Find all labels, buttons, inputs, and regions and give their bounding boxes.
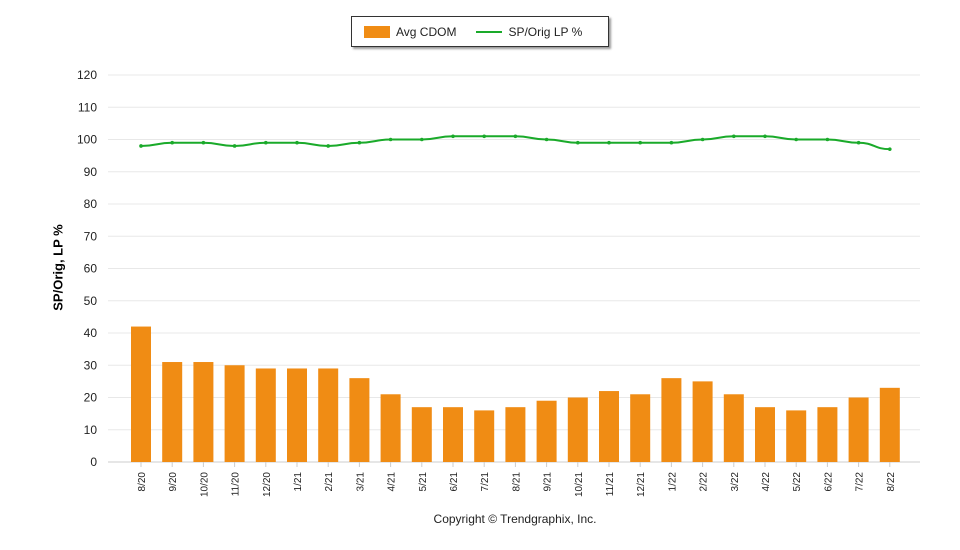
y-tick-label: 10 xyxy=(84,423,98,437)
x-tick-label: 9/20 xyxy=(168,472,179,492)
bar xyxy=(318,368,339,462)
line-point xyxy=(607,140,611,145)
x-tick-label: 12/21 xyxy=(636,472,647,497)
x-tick-label: 6/21 xyxy=(449,472,460,492)
y-tick-label: 40 xyxy=(84,326,98,340)
bar xyxy=(536,400,557,462)
x-tick-label: 8/20 xyxy=(137,472,148,492)
bar xyxy=(287,368,307,462)
x-tick-label: 10/20 xyxy=(199,472,210,497)
bar xyxy=(567,397,588,462)
bar xyxy=(661,378,682,462)
y-tick-label: 0 xyxy=(90,455,97,469)
bar xyxy=(193,362,214,462)
line-point xyxy=(763,134,767,139)
bar xyxy=(224,365,245,462)
y-tick-label: 20 xyxy=(84,391,98,405)
x-tick-label: 2/21 xyxy=(324,472,335,492)
line-point xyxy=(700,137,705,142)
legend-label-cdom: Avg CDOM xyxy=(396,24,457,39)
legend-swatch-splp xyxy=(476,30,503,33)
x-tick-label: 3/22 xyxy=(730,472,741,492)
bar xyxy=(349,378,370,462)
x-tick-label: 1/22 xyxy=(667,472,678,492)
line-point xyxy=(856,140,861,145)
x-tick-label: 11/21 xyxy=(605,472,616,497)
bar xyxy=(505,407,526,462)
line-point xyxy=(388,137,393,142)
x-tick-label: 10/21 xyxy=(574,472,585,497)
x-tick-label: 8/21 xyxy=(511,472,522,492)
bar xyxy=(474,410,495,462)
line-point xyxy=(357,140,362,145)
x-tick-label: 8/22 xyxy=(886,472,897,492)
bar xyxy=(131,326,151,462)
line-point xyxy=(794,137,798,142)
bar xyxy=(599,391,619,462)
x-tick-label: 3/21 xyxy=(355,472,366,492)
line-point xyxy=(420,137,424,142)
x-tick-label: 7/21 xyxy=(480,472,491,492)
line-point xyxy=(825,137,830,142)
line-point xyxy=(139,144,143,148)
line-point xyxy=(888,147,892,151)
line-point xyxy=(482,134,487,139)
legend-label-splp: SP/Orig LP % xyxy=(508,24,583,39)
copyright: Copyright © Trendgraphix, Inc. xyxy=(433,512,597,526)
legend-swatch-cdom xyxy=(364,25,390,38)
bar xyxy=(786,410,807,462)
y-tick-label: 60 xyxy=(84,262,98,276)
bar xyxy=(380,394,401,462)
line-point xyxy=(295,140,299,145)
line-point xyxy=(669,140,674,145)
y-tick-label: 120 xyxy=(77,68,97,82)
y-tick-label: 30 xyxy=(84,358,98,372)
y-tick-label: 110 xyxy=(78,100,97,114)
bar xyxy=(723,394,744,462)
x-tick-label: 5/22 xyxy=(792,472,803,492)
bar xyxy=(817,407,838,462)
bar xyxy=(255,368,276,462)
x-tick-label: 12/20 xyxy=(262,472,273,497)
bar xyxy=(630,394,651,462)
y-tick-label: 50 xyxy=(84,294,98,308)
legend: Avg CDOM SP/Orig LP % xyxy=(351,16,609,47)
y-tick-label: 80 xyxy=(84,197,98,211)
line-point xyxy=(326,144,331,148)
x-tick-label: 1/21 xyxy=(293,472,304,492)
line-point xyxy=(451,134,455,139)
line-point xyxy=(544,137,549,142)
x-tick-label: 5/21 xyxy=(418,472,429,492)
bar xyxy=(755,407,775,462)
y-tick-label: 90 xyxy=(84,165,98,179)
y-tick-label: 100 xyxy=(77,133,97,147)
x-tick-label: 11/20 xyxy=(231,472,242,497)
line-point xyxy=(732,134,736,139)
bar xyxy=(848,397,869,462)
bar xyxy=(162,362,183,462)
line-point xyxy=(232,144,237,148)
x-tick-label: 9/21 xyxy=(543,472,554,492)
line-point xyxy=(513,134,518,139)
x-tick-label: 6/22 xyxy=(823,472,834,492)
line-point xyxy=(638,140,642,145)
line-point xyxy=(576,140,580,145)
x-tick-label: 4/22 xyxy=(761,472,772,492)
line-series xyxy=(140,135,890,151)
bar xyxy=(692,381,713,462)
bar xyxy=(443,407,463,462)
line-point xyxy=(201,140,206,145)
bar xyxy=(879,387,900,462)
x-tick-label: 7/22 xyxy=(855,472,866,492)
x-tick-label: 4/21 xyxy=(387,472,398,492)
y-tick-label: 70 xyxy=(84,229,98,243)
bar xyxy=(411,407,432,462)
line-point xyxy=(170,140,174,145)
x-tick-label: 2/22 xyxy=(699,472,710,492)
y-axis-label: SP/Orig, LP % xyxy=(50,224,66,311)
line-point xyxy=(264,140,268,145)
